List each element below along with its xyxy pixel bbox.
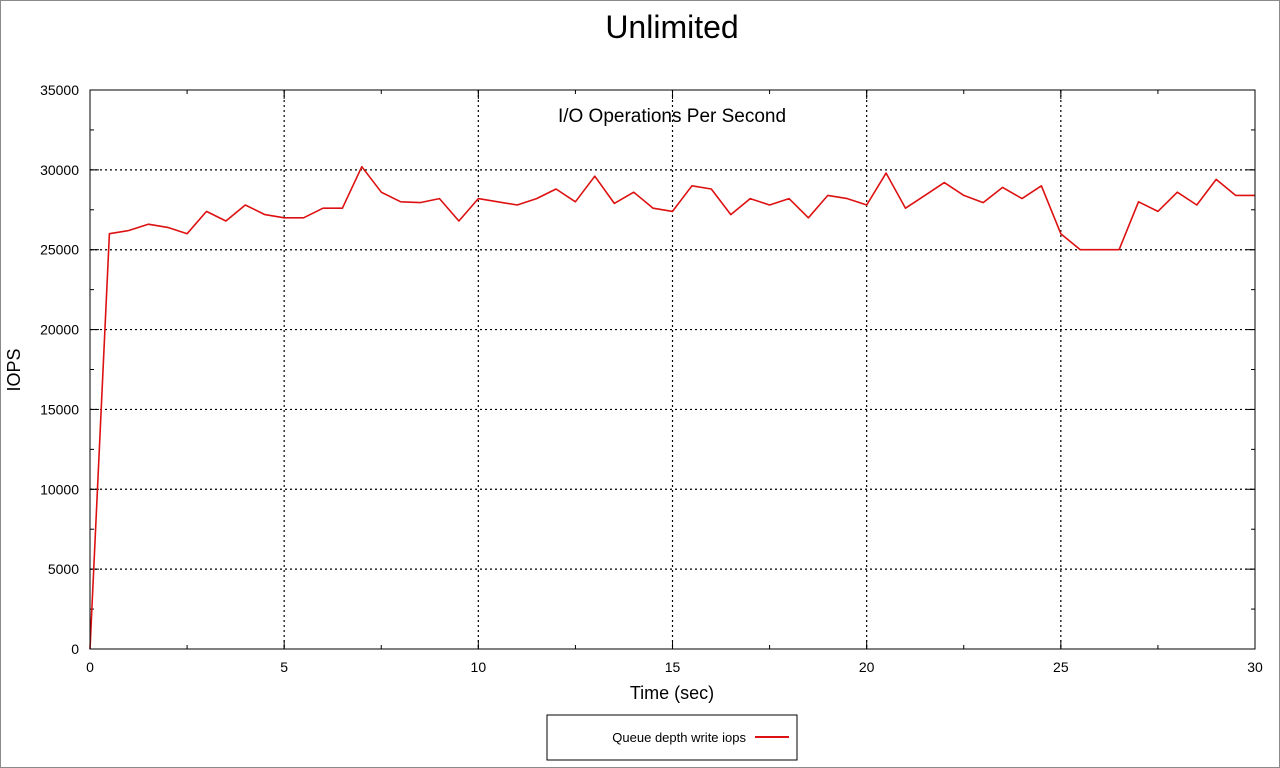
y-tick-label: 25000 — [40, 242, 79, 258]
series-layer — [89, 165, 1255, 650]
y-tick-label: 35000 — [40, 82, 79, 98]
x-axis-label: Time (sec) — [630, 683, 714, 703]
y-tick-label: 30000 — [40, 162, 79, 178]
grid-lines — [90, 90, 1255, 649]
y-tick-label: 20000 — [40, 322, 79, 338]
series-line — [89, 165, 1255, 650]
y-tick-label: 5000 — [48, 561, 79, 577]
axis-ticks: 0 5000 10000 15000 20000 25000 30000 35000 0 5 10 1… — [40, 82, 1263, 675]
y-axis-label: IOPS — [4, 348, 24, 391]
y-tick-label: 10000 — [40, 481, 79, 497]
chart-title: Unlimited — [605, 9, 738, 45]
x-tick-label: 15 — [665, 659, 681, 675]
x-tick-label: 10 — [471, 659, 487, 675]
legend-label: Queue depth write iops — [612, 730, 746, 745]
plot-area-border — [89, 89, 1256, 650]
legend: Queue depth write iops — [546, 714, 798, 761]
x-tick-label: 0 — [86, 659, 94, 675]
x-tick-label: 30 — [1247, 659, 1263, 675]
x-tick-label: 20 — [859, 659, 875, 675]
x-tick-label: 5 — [280, 659, 288, 675]
y-tick-label: 0 — [71, 641, 79, 657]
y-tick-label: 15000 — [40, 401, 79, 417]
x-tick-label: 25 — [1053, 659, 1069, 675]
